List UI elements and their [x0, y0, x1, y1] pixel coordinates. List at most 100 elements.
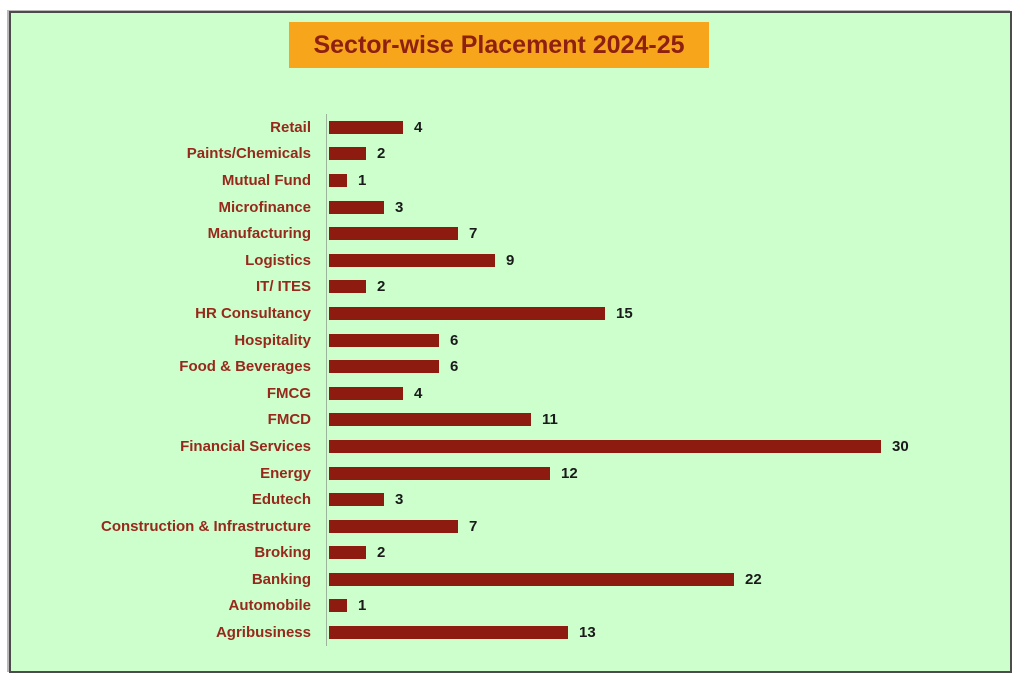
chart-row: Broking 2 — [21, 539, 1001, 567]
value-label: 6 — [450, 331, 459, 349]
plot-area: 1 — [326, 167, 1001, 194]
value-label: 2 — [377, 544, 386, 562]
plot-area: 4 — [326, 379, 1001, 407]
category-label: Financial Services — [180, 437, 311, 455]
category-label: FMCD — [267, 411, 311, 429]
bar — [329, 227, 458, 241]
bar — [329, 253, 495, 267]
chart-row: Energy 12 — [21, 459, 1001, 487]
category-label: Microfinance — [218, 198, 311, 216]
chart-rows: Retail 4 Paints/Chemicals 2 Mutual Fund 1 Micr… — [21, 114, 1001, 646]
plot-area: 4 — [326, 114, 1001, 141]
category-label: Logistics — [245, 251, 311, 269]
chart-row: FMCD 11 — [21, 406, 1001, 434]
value-label: 6 — [450, 358, 459, 376]
plot-area: 2 — [326, 140, 1001, 168]
bar — [329, 626, 568, 640]
plot-area: 11 — [326, 406, 1001, 434]
value-label: 12 — [561, 464, 578, 482]
plot-area: 13 — [326, 619, 1001, 646]
category-label: Mutual Fund — [221, 171, 311, 189]
bar — [329, 360, 439, 374]
chart-row: Agribusiness 13 — [21, 619, 1001, 646]
category-label: Food & Beverages — [179, 358, 311, 376]
category-label: Hospitality — [234, 331, 311, 349]
chart-row: Edutech 3 — [21, 486, 1001, 513]
bar — [329, 572, 734, 586]
plot-area: 3 — [326, 193, 1001, 221]
bar — [329, 306, 605, 320]
chart-row: Manufacturing 7 — [21, 220, 1001, 247]
chart-panel: Sector-wise Placement 2024-25 Retail 4 Pai… — [9, 11, 1012, 673]
category-label: Broking — [254, 544, 311, 562]
plot-area: 12 — [326, 459, 1001, 487]
chart-row: Microfinance 3 — [21, 193, 1001, 221]
value-label: 9 — [506, 251, 515, 269]
chart-row: Hospitality 6 — [21, 326, 1001, 354]
value-label: 4 — [414, 384, 423, 402]
bar — [329, 466, 550, 480]
bar-chart: Retail 4 Paints/Chemicals 2 Mutual Fund 1 Micr… — [21, 114, 1001, 646]
value-label: 2 — [377, 278, 386, 296]
value-label: 4 — [414, 118, 423, 136]
chart-title: Sector-wise Placement 2024-25 — [313, 30, 685, 59]
plot-area: 6 — [326, 353, 1001, 380]
category-label: Energy — [260, 464, 311, 482]
category-label: FMCG — [266, 384, 311, 402]
plot-area: 7 — [326, 220, 1001, 247]
category-label: Paints/Chemicals — [186, 145, 311, 163]
category-label: Edutech — [251, 491, 311, 509]
plot-area: 7 — [326, 512, 1001, 540]
chart-title-banner: Sector-wise Placement 2024-25 — [289, 22, 709, 68]
value-label: 2 — [377, 145, 386, 163]
category-label: Construction & Infrastructure — [100, 517, 311, 535]
category-label: IT/ ITES — [255, 278, 311, 296]
plot-area: 30 — [326, 433, 1001, 460]
plot-area: 9 — [326, 246, 1001, 274]
chart-row: Logistics 9 — [21, 246, 1001, 274]
value-label: 3 — [395, 491, 404, 509]
chart-row: Mutual Fund 1 — [21, 167, 1001, 194]
category-label: Manufacturing — [207, 225, 311, 243]
plot-area: 6 — [326, 326, 1001, 354]
chart-row: Banking 22 — [21, 566, 1001, 593]
value-label: 7 — [469, 225, 478, 243]
chart-row: Retail 4 — [21, 114, 1001, 141]
value-label: 1 — [358, 597, 367, 615]
bar — [329, 519, 458, 533]
plot-area: 15 — [326, 300, 1001, 327]
category-label: Banking — [251, 570, 311, 588]
chart-row: Food & Beverages 6 — [21, 353, 1001, 380]
bar — [329, 120, 403, 134]
plot-area: 2 — [326, 273, 1001, 301]
category-label: HR Consultancy — [195, 304, 311, 322]
value-label: 1 — [358, 171, 367, 189]
plot-area: 22 — [326, 566, 1001, 593]
chart-row: Automobile 1 — [21, 592, 1001, 620]
value-label: 13 — [579, 624, 596, 642]
bar — [329, 386, 403, 400]
value-label: 3 — [395, 198, 404, 216]
bar — [329, 173, 347, 187]
chart-row: IT/ ITES 2 — [21, 273, 1001, 301]
chart-row: Paints/Chemicals 2 — [21, 140, 1001, 168]
bar — [329, 280, 366, 294]
value-label: 22 — [745, 570, 762, 588]
plot-area: 1 — [326, 592, 1001, 620]
bar — [329, 439, 881, 453]
chart-row: FMCG 4 — [21, 379, 1001, 407]
bar — [329, 546, 366, 560]
bar — [329, 413, 531, 427]
bar — [329, 493, 384, 507]
value-label: 30 — [892, 437, 909, 455]
bar — [329, 333, 439, 347]
plot-area: 3 — [326, 486, 1001, 513]
chart-row: HR Consultancy 15 — [21, 300, 1001, 327]
bar — [329, 200, 384, 214]
plot-area: 2 — [326, 539, 1001, 567]
category-label: Automobile — [228, 597, 312, 615]
value-label: 7 — [469, 517, 478, 535]
value-label: 15 — [616, 304, 633, 322]
chart-row: Construction & Infrastructure 7 — [21, 512, 1001, 540]
bar — [329, 147, 366, 161]
